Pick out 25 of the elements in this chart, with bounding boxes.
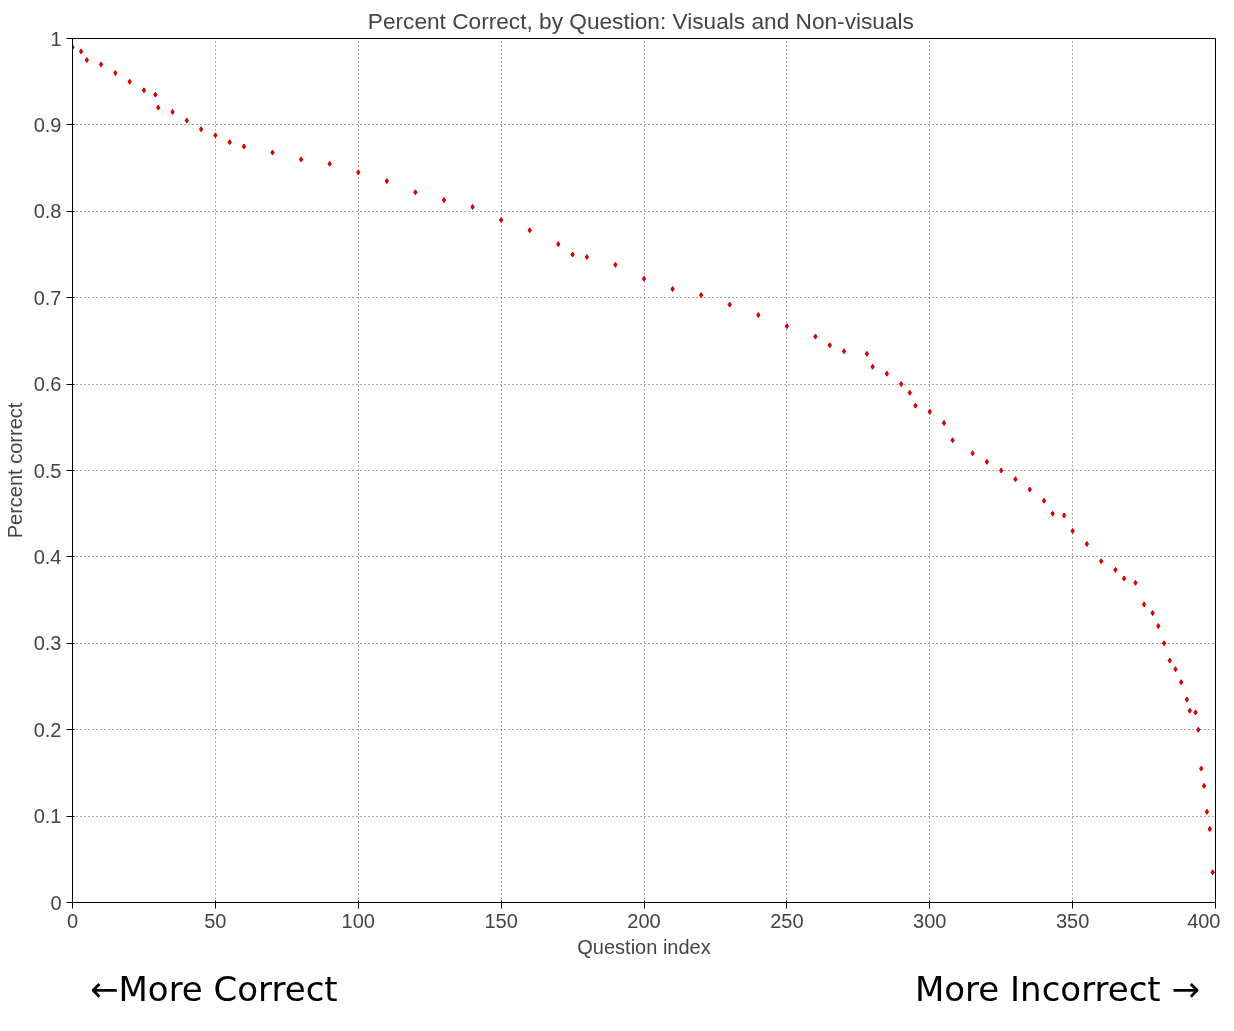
y-tick-label: 1 [50,27,62,50]
x-axis-title: Question index [577,935,711,958]
x-tick-label: 50 [204,909,227,932]
x-tick-label: 400 [1187,909,1221,932]
x-tick-label: 300 [913,909,947,932]
text: ←More Correct [90,968,338,1011]
y-tick-label: 0.5 [33,459,62,482]
x-tick-label: 150 [484,909,518,932]
y-tick-label: 0.8 [33,200,62,223]
y-tick-label: 0 [50,891,62,914]
chart-title: Percent Correct, by Question: Visuals and Non-visuals [367,7,914,34]
x-tick-label: 250 [770,909,804,932]
y-tick-label: 0.2 [33,718,62,741]
y-tick-label: 0.7 [33,286,62,309]
y-tick-label: 0.6 [33,373,62,396]
y-tick-label: 0.4 [33,545,62,568]
y-axis-title: Percent correct [3,402,26,539]
x-tick-label: 0 [66,909,79,932]
y-tick-label: 0.1 [33,805,62,828]
x-tick-label: 100 [341,909,375,932]
y-tick-label: 0.9 [33,113,62,136]
text: More Incorrect → [914,968,1200,1011]
x-tick-label: 200 [627,909,661,932]
x-tick-label: 350 [1055,909,1090,932]
y-tick-label: 0.3 [33,632,62,655]
